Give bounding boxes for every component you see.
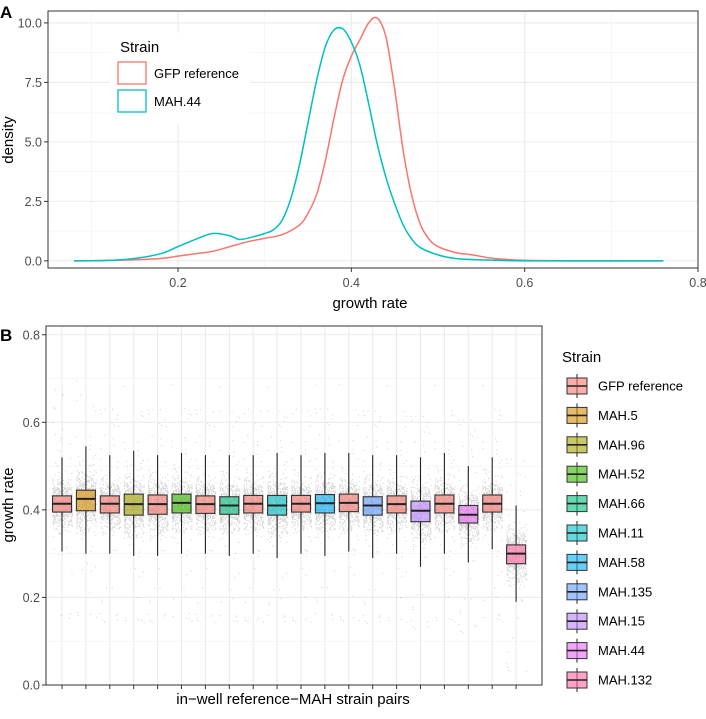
panel-a-x-tick-label: 0.6 <box>516 276 533 290</box>
panel-a-y-tick-label: 0.0 <box>25 254 42 268</box>
boxplot-mah-58 <box>314 452 335 556</box>
panel-b-y-axis: 0.0 0.2 0.4 0.6 0.8 <box>23 328 46 693</box>
boxplot-mah-44 <box>458 466 479 563</box>
legend-label-mah-44: MAH.44 <box>154 94 201 109</box>
legend-label: MAH.66 <box>598 496 645 511</box>
legend-label: MAH.96 <box>598 437 645 452</box>
jitter-points-mah-44 <box>458 419 480 634</box>
boxplot-box <box>75 489 96 512</box>
panel-b-y-tick-label: 0.2 <box>23 591 40 605</box>
panel-a-plot-border <box>47 10 699 269</box>
legend-item-mah-58: MAH.58 <box>566 550 645 575</box>
panel-a-legend-title: Strain <box>120 39 159 56</box>
legend-item-mah-15: MAH.15 <box>566 609 645 634</box>
legend-label: MAH.58 <box>598 555 645 570</box>
boxplot-mah-96 <box>123 450 144 556</box>
legend-label: MAH.44 <box>598 643 645 658</box>
panel-b-boxplots <box>51 446 527 602</box>
legend-label: MAH.135 <box>598 584 652 599</box>
boxplot-gfp-reference <box>99 455 120 554</box>
panel-a-y-tick-label: 7.5 <box>25 76 42 90</box>
legend-item-mah-135: MAH.135 <box>566 579 652 604</box>
legend-label-gfp-reference: GFP reference <box>154 66 239 81</box>
panel-a-tag: A <box>0 3 12 22</box>
legend-item-mah-96: MAH.96 <box>566 432 645 457</box>
panel-a-legend: Strain GFP reference MAH.44 <box>110 33 250 125</box>
boxplot-mah-52 <box>171 452 192 554</box>
panel-a-x-axis: 0.2 0.4 0.6 0.8 <box>169 268 706 290</box>
boxplot-gfp-reference <box>195 455 216 554</box>
panel-b-y-tick-label: 0.8 <box>23 328 40 342</box>
boxplot-gfp-reference <box>434 452 455 554</box>
panel-b-x-axis-ticks <box>61 685 517 689</box>
legend-item-mah-52: MAH.52 <box>566 462 645 487</box>
panel-a-x-tick-label: 0.8 <box>689 276 706 290</box>
jitter-points-gfp-reference <box>243 408 265 623</box>
panel-b-y-tick-label: 0.0 <box>23 679 40 693</box>
panel-b: B 0.0 0.2 0.4 0.6 0.8 in−well reference−MAH … <box>0 325 683 708</box>
panel-a-x-tick-label: 0.2 <box>169 276 186 290</box>
legend-item-mah-66: MAH.66 <box>566 491 645 516</box>
panel-a-x-axis-label: growth rate <box>332 295 407 312</box>
legend-label: MAH.132 <box>598 673 652 688</box>
boxplot-gfp-reference <box>290 455 312 554</box>
legend-item-mah-11: MAH.11 <box>566 521 644 545</box>
panel-b-y-tick-label: 0.6 <box>23 416 40 430</box>
legend-label: GFP reference <box>598 379 683 394</box>
legend-item-gfp-reference: GFP reference <box>566 374 683 398</box>
boxplot-gfp-reference <box>51 457 73 552</box>
boxplot-gfp-reference <box>147 455 168 556</box>
panel-b-legend-title: Strain <box>562 349 601 366</box>
panel-a-y-axis: 0.0 2.5 5.0 7.5 10.0 <box>18 16 48 268</box>
legend-label: MAH.15 <box>598 614 645 629</box>
boxplot-gfp-reference <box>482 457 503 550</box>
density-line-gfp-reference <box>73 16 664 262</box>
panel-b-legend: Strain GFP reference MAH.5 MAH.96 MAH.52 MAH… <box>562 349 683 692</box>
legend-label: MAH.5 <box>598 408 638 423</box>
panel-b-y-axis-label: growth rate <box>0 467 17 542</box>
jitter-points-gfp-reference <box>99 408 121 623</box>
legend-item-mah-5: MAH.5 <box>566 403 638 428</box>
panel-b-x-axis-label: in−well reference−MAH strain pairs <box>176 691 409 708</box>
panel-a-y-tick-label: 10.0 <box>18 16 42 30</box>
panel-a: A 0.0 2.5 5.0 7.5 10.0 0.2 0.4 0.6 0.8 growth r… <box>0 3 706 312</box>
jitter-points-mah-15 <box>410 415 432 630</box>
panel-a-density-lines <box>73 16 664 262</box>
boxplot-gfp-reference <box>243 455 264 554</box>
panel-b-tag: B <box>0 326 12 345</box>
legend-label: MAH.11 <box>598 526 644 541</box>
legend-item-mah-44: MAH.44 <box>566 638 645 663</box>
panel-b-y-tick-label: 0.4 <box>23 503 40 517</box>
panel-b-plot-border <box>45 325 543 686</box>
boxplot-gfp-reference <box>386 455 407 554</box>
boxplot-mah-66 <box>219 455 240 556</box>
boxplot-mah-15 <box>410 457 431 567</box>
jitter-points-gfp-reference <box>291 408 313 623</box>
jitter-points-gfp-reference <box>195 409 217 623</box>
boxplot-mah-135 <box>362 455 383 559</box>
legend-key-gfp-reference <box>117 61 147 85</box>
boxplot-mah-132 <box>506 505 527 602</box>
legend-item-mah-132: MAH.132 <box>566 668 652 692</box>
boxplot-mah-11 <box>267 452 288 559</box>
legend-key-mah-44 <box>117 89 147 113</box>
panel-a-y-axis-label: density <box>0 116 17 164</box>
density-line-mah-44 <box>73 26 664 262</box>
legend-label: MAH.52 <box>598 467 645 482</box>
panel-a-y-tick-label: 5.0 <box>25 135 42 149</box>
boxplot-gfp-reference <box>338 452 359 552</box>
boxplot-mah-5 <box>75 446 96 554</box>
panel-a-y-tick-label: 2.5 <box>25 195 42 209</box>
panel-a-x-tick-label: 0.4 <box>343 276 360 290</box>
